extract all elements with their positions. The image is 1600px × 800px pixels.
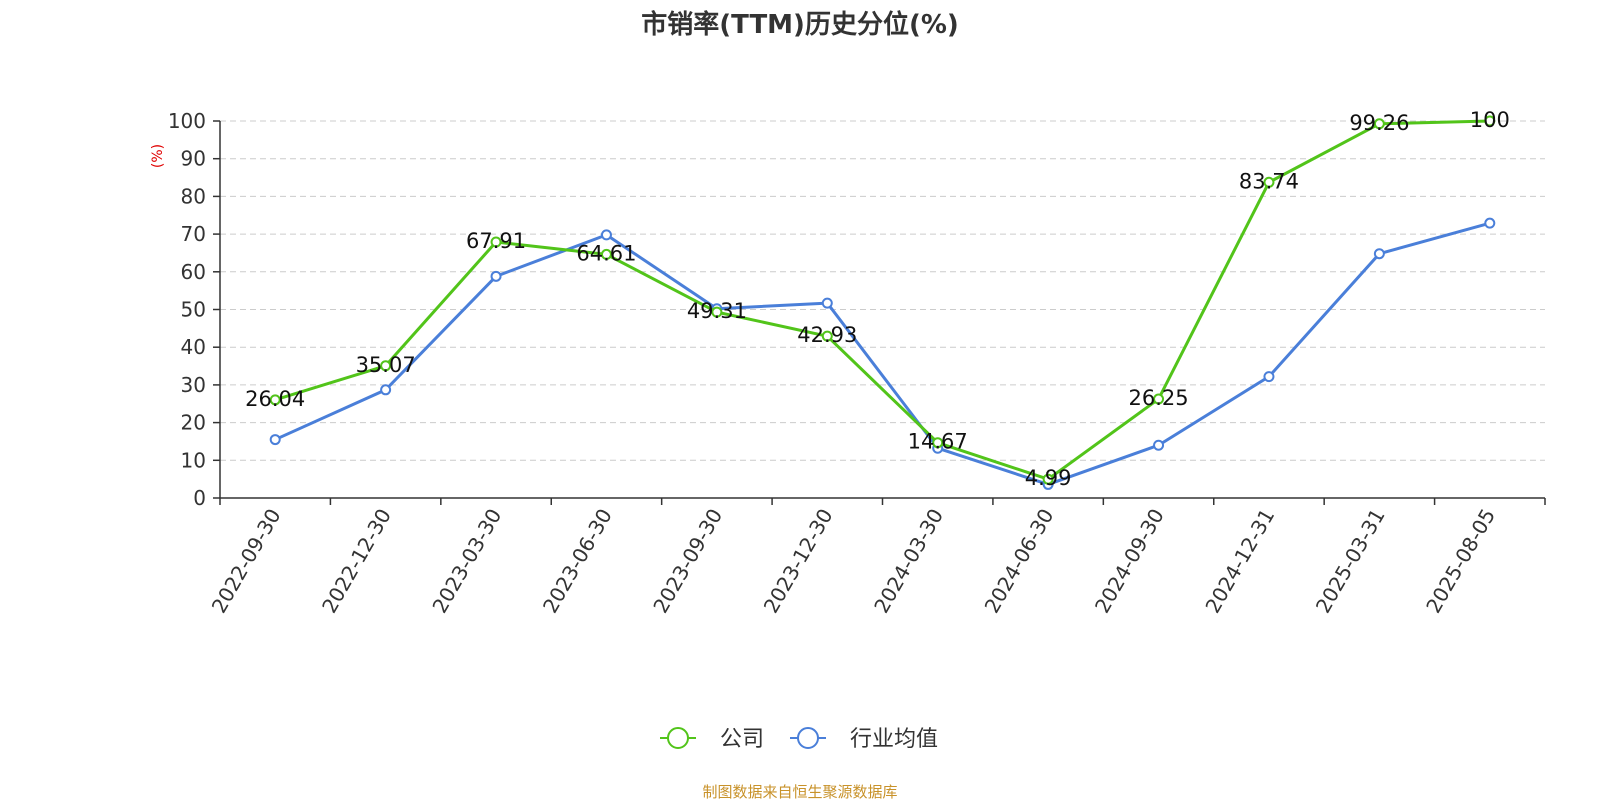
- data-point[interactable]: [600, 248, 612, 260]
- y-tick-label: 100: [168, 109, 206, 133]
- y-tick-label: 70: [181, 222, 206, 246]
- x-tick-label: 2022-12-30: [317, 505, 396, 618]
- data-point[interactable]: [490, 236, 502, 248]
- x-tick-label: 2024-06-30: [980, 505, 1059, 618]
- data-point[interactable]: [1153, 439, 1165, 451]
- data-point[interactable]: [1042, 473, 1054, 485]
- data-point[interactable]: [1263, 176, 1275, 188]
- x-tick-label: 2022-09-30: [207, 505, 286, 618]
- grid-lines: [220, 120, 1545, 461]
- x-tick-label: 2023-12-30: [759, 505, 838, 618]
- series-line: [274, 119, 1490, 481]
- x-tick-label: 2023-03-30: [427, 504, 506, 617]
- data-point[interactable]: [1373, 248, 1385, 260]
- data-point[interactable]: [269, 394, 281, 406]
- data-point[interactable]: [1263, 371, 1275, 383]
- source-note: 制图数据来自恒生聚源数据库: [702, 783, 897, 800]
- y-tick-label: 10: [181, 448, 206, 472]
- chart-title: 市销率(TTM)历史分位(%): [641, 9, 959, 40]
- data-label: 42.93: [797, 323, 857, 347]
- data-label: 64.61: [576, 241, 636, 265]
- data-point[interactable]: [932, 437, 944, 449]
- data-point[interactable]: [821, 297, 833, 309]
- data-label: 35.07: [356, 353, 416, 377]
- legend-item-label[interactable]: 行业均值: [850, 727, 938, 752]
- x-tick-label: 2025-08-05: [1421, 505, 1500, 618]
- data-label: 67.91: [466, 229, 526, 253]
- legend-marker-icon: [667, 727, 689, 749]
- data-point[interactable]: [1373, 118, 1385, 130]
- data-label: 4.99: [1025, 466, 1072, 490]
- data-point[interactable]: [600, 229, 612, 241]
- x-tick-label: 2025-03-31: [1311, 505, 1390, 618]
- data-point[interactable]: [821, 330, 833, 342]
- series-lines: [269, 115, 1496, 490]
- data-label: 83.74: [1239, 169, 1299, 193]
- data-label: 49.31: [687, 299, 747, 323]
- data-point[interactable]: [1484, 115, 1496, 127]
- y-tick-label: 40: [181, 335, 206, 359]
- x-tick-label: 2024-12-31: [1200, 505, 1279, 618]
- x-tick-label: 2023-09-30: [648, 505, 727, 618]
- data-label: 99.26: [1349, 111, 1409, 135]
- x-tick-label: 2024-09-30: [1090, 505, 1169, 618]
- data-label: 26.04: [245, 387, 305, 411]
- data-label: 100: [1470, 108, 1510, 132]
- data-point[interactable]: [1153, 393, 1165, 405]
- data-point[interactable]: [380, 384, 392, 396]
- y-tick-label: 50: [181, 298, 206, 322]
- legend-marker-icon: [797, 727, 819, 749]
- y-tick-label: 90: [181, 147, 206, 171]
- data-labels: 26.04 35.07 67.91 64.61 49.31 42.93 14.67 4.99 2…: [245, 108, 1510, 490]
- legend-item-label[interactable]: 公司: [720, 727, 764, 752]
- data-point[interactable]: [711, 306, 723, 318]
- y-tick-label: 80: [181, 184, 206, 208]
- data-point[interactable]: [380, 360, 392, 372]
- y-tick-label: 0: [193, 486, 206, 510]
- data-point[interactable]: [490, 270, 502, 282]
- data-label: 26.25: [1128, 386, 1188, 410]
- y-tick-label: 20: [181, 411, 206, 435]
- x-tick-label: 2024-03-30: [869, 504, 948, 617]
- data-point[interactable]: [269, 434, 281, 446]
- y-tick-label: 60: [181, 260, 206, 284]
- data-point[interactable]: [1484, 217, 1496, 229]
- y-axis-label: (%): [150, 144, 166, 168]
- series-line: [274, 221, 1491, 486]
- legend[interactable]: 公司 行业均值: [660, 727, 938, 752]
- data-label: 14.67: [908, 430, 968, 454]
- x-tick-label: 2023-06-30: [538, 505, 617, 618]
- y-tick-label: 30: [181, 373, 206, 397]
